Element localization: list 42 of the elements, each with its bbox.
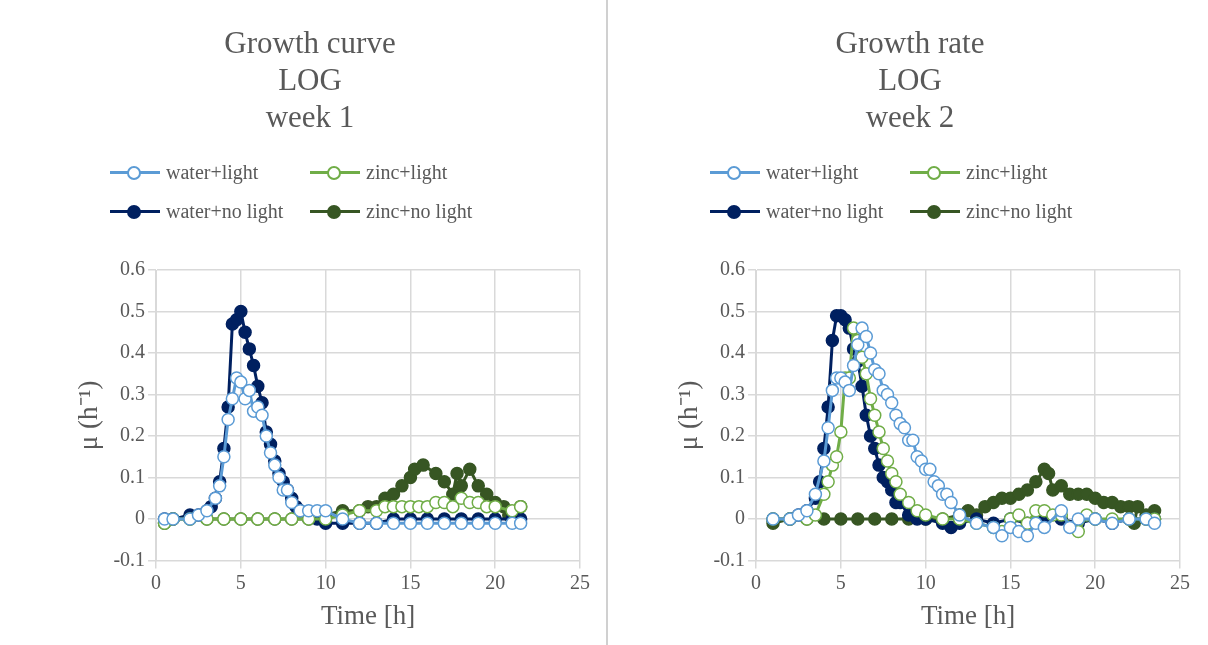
y-tick-label: 0.5: [720, 298, 746, 321]
x-tick-label: 25: [570, 570, 590, 593]
x-tick-label: 20: [485, 570, 506, 593]
x-tick-label: 25: [1170, 570, 1190, 593]
legend-label: water+no light: [165, 200, 285, 223]
y-tick-label: 0.6: [720, 257, 746, 280]
y-tick-label: 0.4: [120, 340, 146, 363]
legend-label: water+light: [765, 161, 860, 184]
y-tick-label: 0.1: [720, 464, 746, 487]
y-tick-label: -0.1: [713, 547, 746, 570]
y-tick-label: 0.2: [120, 423, 146, 446]
x-axis-title: Time [h]: [320, 599, 416, 630]
x-tick-label: 5: [835, 570, 846, 593]
x-tick-label: 20: [1085, 570, 1106, 593]
legend-label: water+light: [165, 161, 260, 184]
x-tick-label: 10: [315, 570, 336, 593]
y-tick-label: 0.4: [720, 340, 746, 363]
chart-title: Growth curve LOG week 1: [223, 24, 397, 136]
y-tick-label: 0.3: [720, 381, 746, 404]
y-tick-label: 0: [135, 506, 146, 529]
x-tick-label: 0: [151, 570, 162, 593]
x-tick-label: 10: [915, 570, 936, 593]
y-tick-label: -0.1: [113, 547, 146, 570]
y-tick-label: 0: [735, 506, 746, 529]
x-axis-title: Time [h]: [920, 599, 1016, 630]
y-axis-title: μ (h⁻¹): [73, 380, 104, 451]
legend-label: zinc+light: [365, 161, 449, 184]
legend-label: zinc+no light: [365, 200, 474, 223]
legend-label: zinc+no light: [965, 200, 1074, 223]
y-axis-title: μ (h⁻¹): [673, 380, 704, 451]
legend-label: water+no light: [765, 200, 885, 223]
x-tick-label: 0: [751, 570, 762, 593]
y-tick-label: 0.6: [120, 257, 146, 280]
y-tick-label: 0.1: [120, 464, 146, 487]
chart-title: Growth rate LOG week 2: [834, 24, 986, 136]
y-tick-label: 0.2: [720, 423, 746, 446]
y-tick-label: 0.5: [120, 298, 146, 321]
y-tick-label: 0.3: [120, 381, 146, 404]
x-tick-label: 15: [1000, 570, 1021, 593]
x-tick-label: 5: [235, 570, 246, 593]
x-tick-label: 15: [400, 570, 421, 593]
legend-label: zinc+light: [965, 161, 1049, 184]
